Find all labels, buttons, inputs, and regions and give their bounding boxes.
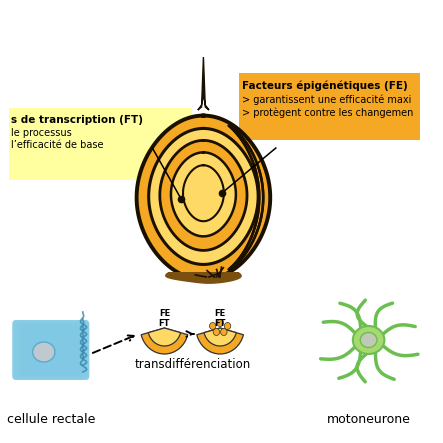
Wedge shape — [204, 328, 236, 346]
FancyBboxPatch shape — [15, 322, 87, 378]
FancyBboxPatch shape — [19, 325, 84, 377]
Polygon shape — [136, 116, 270, 280]
Polygon shape — [171, 152, 236, 237]
FancyBboxPatch shape — [22, 327, 81, 376]
Ellipse shape — [353, 326, 385, 354]
FancyBboxPatch shape — [18, 324, 85, 377]
Text: s de transcription (FT): s de transcription (FT) — [12, 115, 144, 125]
Wedge shape — [148, 328, 181, 346]
FancyBboxPatch shape — [17, 323, 85, 377]
FancyBboxPatch shape — [12, 320, 89, 380]
Text: FT: FT — [214, 319, 226, 329]
Circle shape — [224, 323, 231, 330]
Ellipse shape — [360, 333, 377, 347]
FancyBboxPatch shape — [23, 327, 80, 375]
FancyBboxPatch shape — [239, 73, 421, 140]
FancyBboxPatch shape — [16, 323, 86, 378]
Text: Facteurs épigénétiques (FE): Facteurs épigénétiques (FE) — [242, 80, 408, 90]
Circle shape — [213, 329, 220, 335]
FancyBboxPatch shape — [19, 325, 83, 376]
FancyBboxPatch shape — [23, 328, 79, 375]
FancyBboxPatch shape — [14, 321, 88, 378]
FancyBboxPatch shape — [7, 108, 192, 180]
FancyBboxPatch shape — [13, 321, 89, 379]
Polygon shape — [198, 57, 209, 110]
Polygon shape — [183, 165, 224, 221]
Ellipse shape — [33, 342, 55, 362]
Circle shape — [217, 319, 223, 326]
Text: > garantissent une efficacité maxi: > garantissent une efficacité maxi — [242, 94, 412, 105]
Text: cellule rectale: cellule rectale — [7, 413, 95, 426]
Text: > protègent contre les changemen: > protègent contre les changemen — [242, 107, 414, 117]
Text: FE: FE — [214, 310, 226, 319]
Polygon shape — [149, 128, 258, 264]
Text: transdifférenciation: transdifférenciation — [134, 358, 250, 371]
Text: motoneurone: motoneurone — [326, 413, 411, 426]
Text: FE: FE — [159, 310, 170, 319]
Polygon shape — [166, 273, 241, 283]
Wedge shape — [197, 328, 244, 354]
Text: FT: FT — [159, 319, 170, 329]
Wedge shape — [141, 328, 188, 354]
Text: le processus: le processus — [12, 128, 72, 138]
Circle shape — [210, 323, 216, 330]
Circle shape — [221, 329, 227, 335]
Polygon shape — [160, 140, 247, 250]
Text: l’efficacité de base: l’efficacité de base — [12, 140, 104, 150]
FancyBboxPatch shape — [21, 326, 82, 376]
